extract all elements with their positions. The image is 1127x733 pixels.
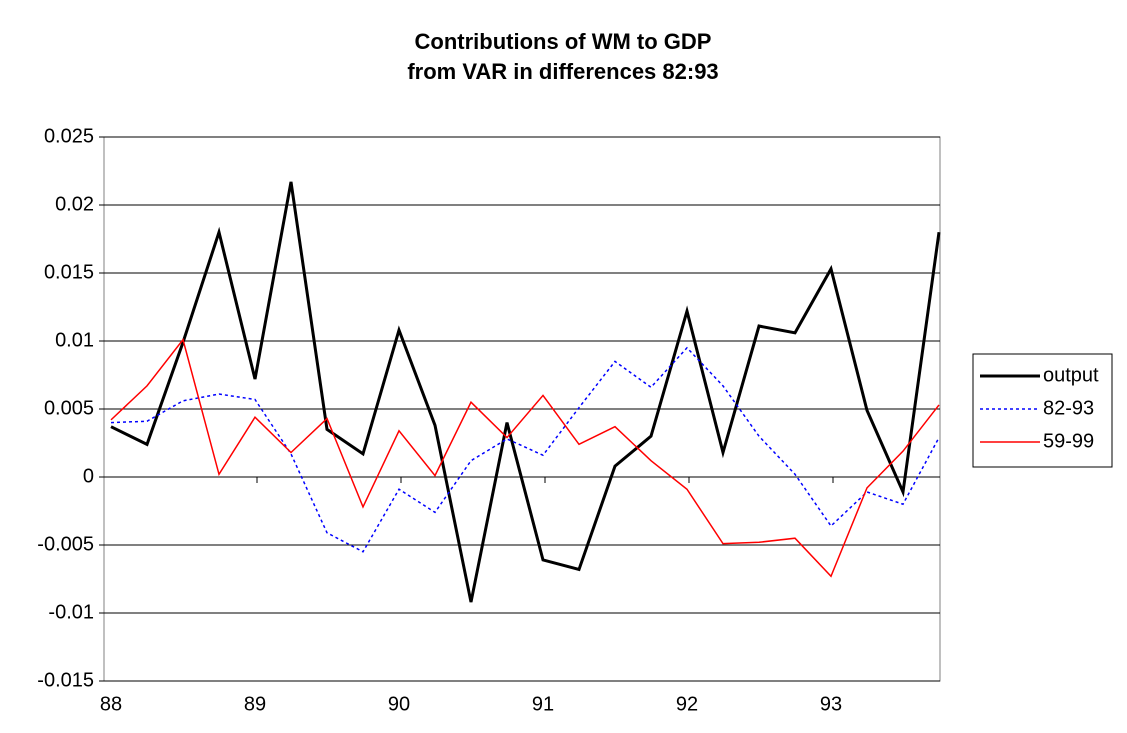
y-tick-label: 0 (83, 465, 94, 487)
y-tick-label: 0.01 (55, 329, 94, 351)
y-tick-label: 0.025 (44, 125, 94, 147)
x-tick-label: 91 (532, 693, 554, 715)
legend-label: output (1043, 364, 1099, 386)
y-tick-label: -0.015 (37, 669, 94, 691)
y-tick-label: -0.005 (37, 533, 94, 555)
x-tick-label: 89 (244, 693, 266, 715)
y-tick-label: 0.02 (55, 193, 94, 215)
series-line (110, 337, 940, 578)
legend-label: 59-99 (1043, 430, 1094, 452)
chart-title: Contributions of WM to GDP (415, 29, 712, 54)
legend-label: 82-93 (1043, 397, 1094, 419)
x-tick-label: 93 (820, 693, 842, 715)
y-tick-label: -0.01 (48, 601, 94, 623)
legend-box (972, 353, 1113, 468)
x-tick-label: 92 (676, 693, 698, 715)
series-line (110, 346, 940, 553)
x-tick-label: 88 (100, 693, 122, 715)
chart-title: from VAR in differences 82:93 (407, 59, 718, 84)
series-line (110, 181, 941, 603)
y-tick-label: 0.015 (44, 261, 94, 283)
x-tick-label: 90 (388, 693, 410, 715)
y-tick-label: 0.005 (44, 397, 94, 419)
